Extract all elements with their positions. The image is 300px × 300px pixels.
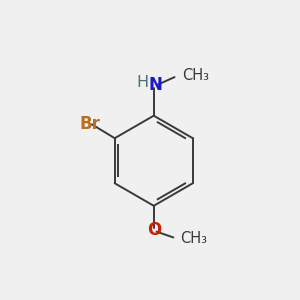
Text: Br: Br bbox=[79, 115, 100, 133]
Text: O: O bbox=[147, 221, 161, 239]
Text: CH₃: CH₃ bbox=[180, 231, 207, 246]
Text: H: H bbox=[136, 75, 149, 90]
Text: CH₃: CH₃ bbox=[182, 68, 209, 83]
Text: N: N bbox=[149, 76, 163, 94]
